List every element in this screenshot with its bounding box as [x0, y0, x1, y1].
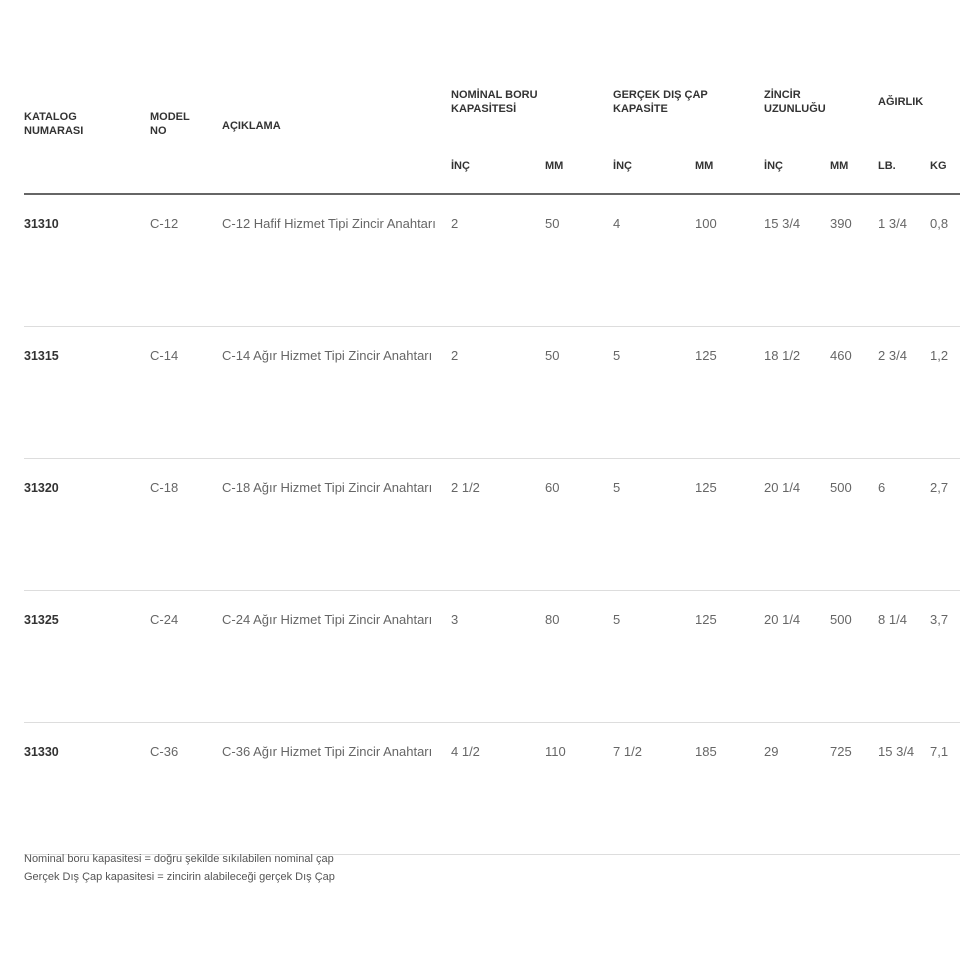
header-zincir: ZİNCİR UZUNLUĞU: [764, 89, 826, 115]
cell-nom-mm: 50: [545, 194, 614, 327]
header-zincir-inc: İNÇ: [764, 155, 831, 195]
cell-lb: 8 1/4: [878, 590, 931, 723]
cell-aciklama: C-36 Ağır Hizmet Tipi Zincir Anahtarı: [222, 722, 451, 855]
cell-model: C-14: [150, 326, 222, 459]
cell-aciklama: C-14 Ağır Hizmet Tipi Zincir Anahtarı: [222, 326, 451, 459]
cell-lb: 15 3/4: [878, 722, 931, 855]
cell-nom-inc: 4 1/2: [451, 722, 545, 855]
header-gercek-mm: MM: [695, 155, 765, 195]
cell-lb: 6: [878, 458, 931, 591]
cell-nom-inc: 2: [451, 326, 545, 459]
cell-zin-mm: 390: [830, 194, 879, 327]
table-row: 31325 C-24 C-24 Ağır Hizmet Tipi Zincir An…: [24, 590, 960, 723]
header-agirlik: AĞIRLIK: [878, 96, 924, 108]
cell-zin-mm: 500: [830, 458, 879, 591]
cell-ger-inc: 7 1/2: [613, 722, 696, 855]
cell-model: C-24: [150, 590, 222, 723]
header-nominal-mm: MM: [545, 155, 614, 195]
cell-lb: 2 3/4: [878, 326, 931, 459]
header-gercek-inc: İNÇ: [613, 155, 696, 195]
cell-zin-mm: 460: [830, 326, 879, 459]
footnotes: Nominal boru kapasitesi = doğru şekilde …: [24, 850, 335, 886]
cell-ger-inc: 5: [613, 590, 696, 723]
product-spec-table: KATALOG NUMARASI MODEL NO AÇIKLAMA NOMİN…: [24, 84, 960, 855]
cell-zin-mm: 725: [830, 722, 879, 855]
cell-katalog: 31320: [24, 458, 150, 591]
header-zincir-mm: MM: [830, 155, 879, 195]
cell-aciklama: C-18 Ağır Hizmet Tipi Zincir Anahtarı: [222, 458, 451, 591]
header-kg: KG: [930, 155, 960, 195]
cell-model: C-12: [150, 194, 222, 327]
cell-nom-mm: 50: [545, 326, 614, 459]
header-gercek: GERÇEK DIŞ ÇAP KAPASİTE: [613, 89, 708, 115]
cell-zin-inc: 18 1/2: [764, 326, 831, 459]
cell-ger-mm: 125: [695, 590, 765, 723]
header-katalog: KATALOG NUMARASI: [24, 84, 150, 195]
cell-nom-mm: 80: [545, 590, 614, 723]
cell-nom-inc: 3: [451, 590, 545, 723]
table-row: 31315 C-14 C-14 Ağır Hizmet Tipi Zincir An…: [24, 326, 960, 459]
cell-ger-inc: 4: [613, 194, 696, 327]
cell-ger-inc: 5: [613, 458, 696, 591]
cell-aciklama: C-24 Ağır Hizmet Tipi Zincir Anahtarı: [222, 590, 451, 723]
table-row: 31310 C-12 C-12 Hafif Hizmet Tipi Zincir A…: [24, 194, 960, 327]
cell-katalog: 31330: [24, 722, 150, 855]
header-nominal-inc: İNÇ: [451, 155, 545, 195]
cell-zin-inc: 15 3/4: [764, 194, 831, 327]
cell-zin-inc: 20 1/4: [764, 590, 831, 723]
header-aciklama: AÇIKLAMA: [222, 84, 451, 195]
cell-nom-mm: 60: [545, 458, 614, 591]
header-lb: LB.: [878, 155, 931, 195]
header-nominal: NOMİNAL BORU KAPASİTESİ: [451, 89, 538, 115]
cell-katalog: 31315: [24, 326, 150, 459]
cell-kg: 3,7: [930, 590, 960, 723]
cell-nom-inc: 2: [451, 194, 545, 327]
cell-nom-inc: 2 1/2: [451, 458, 545, 591]
cell-nom-mm: 110: [545, 722, 614, 855]
cell-ger-mm: 185: [695, 722, 765, 855]
table-row: 31330 C-36 C-36 Ağır Hizmet Tipi Zincir An…: [24, 722, 960, 855]
cell-katalog: 31325: [24, 590, 150, 723]
cell-zin-inc: 20 1/4: [764, 458, 831, 591]
cell-zin-inc: 29: [764, 722, 831, 855]
cell-lb: 1 3/4: [878, 194, 931, 327]
cell-ger-mm: 125: [695, 326, 765, 459]
cell-kg: 0,8: [930, 194, 960, 327]
cell-zin-mm: 500: [830, 590, 879, 723]
cell-model: C-36: [150, 722, 222, 855]
header-model: MODEL NO: [150, 84, 222, 195]
footnote-nominal: Nominal boru kapasitesi = doğru şekilde …: [24, 853, 334, 865]
footnote-gercek: Gerçek Dış Çap kapasitesi = zincirin ala…: [24, 871, 335, 883]
cell-ger-mm: 100: [695, 194, 765, 327]
cell-aciklama: C-12 Hafif Hizmet Tipi Zincir Anahtarı: [222, 194, 451, 327]
table-row: 31320 C-18 C-18 Ağır Hizmet Tipi Zincir An…: [24, 458, 960, 591]
cell-katalog: 31310: [24, 194, 150, 327]
cell-ger-inc: 5: [613, 326, 696, 459]
cell-kg: 2,7: [930, 458, 960, 591]
cell-ger-mm: 125: [695, 458, 765, 591]
cell-model: C-18: [150, 458, 222, 591]
cell-kg: 7,1: [930, 722, 960, 855]
cell-kg: 1,2: [930, 326, 960, 459]
